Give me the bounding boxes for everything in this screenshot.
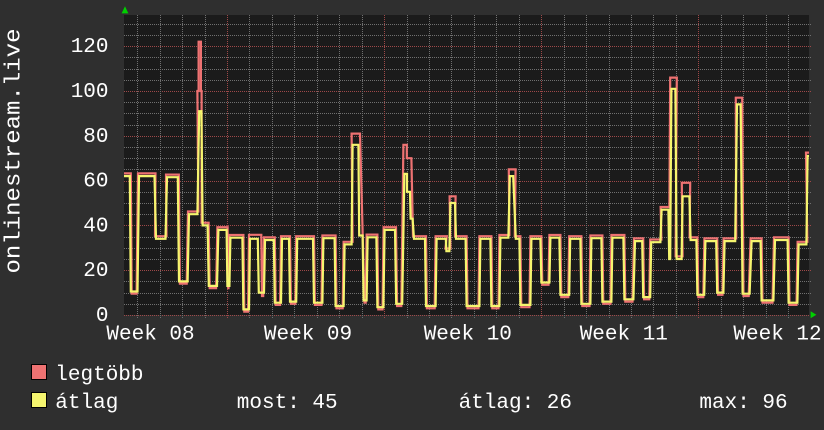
- svg-text:legtöbb: legtöbb: [55, 364, 143, 387]
- svg-text:max: 96: max: 96: [699, 392, 787, 415]
- svg-text:80: 80: [83, 126, 108, 149]
- svg-text:Week 08: Week 08: [106, 324, 194, 347]
- svg-text:Week 12: Week 12: [733, 324, 821, 347]
- svg-text:átlag: 26: átlag: 26: [459, 392, 572, 415]
- svg-text:Week 10: Week 10: [424, 324, 512, 347]
- svg-text:40: 40: [83, 215, 108, 238]
- svg-text:20: 20: [83, 260, 108, 283]
- svg-text:120: 120: [71, 36, 109, 59]
- svg-text:Week 11: Week 11: [580, 324, 668, 347]
- svg-text:most: 45: most: 45: [237, 392, 338, 415]
- svg-text:60: 60: [83, 171, 108, 194]
- svg-text:Week 09: Week 09: [264, 324, 352, 347]
- svg-text:átlag: átlag: [55, 392, 118, 415]
- svg-text:100: 100: [71, 81, 109, 104]
- svg-text:0: 0: [96, 305, 109, 328]
- svg-text:onlinestream.live: onlinestream.live: [2, 29, 27, 274]
